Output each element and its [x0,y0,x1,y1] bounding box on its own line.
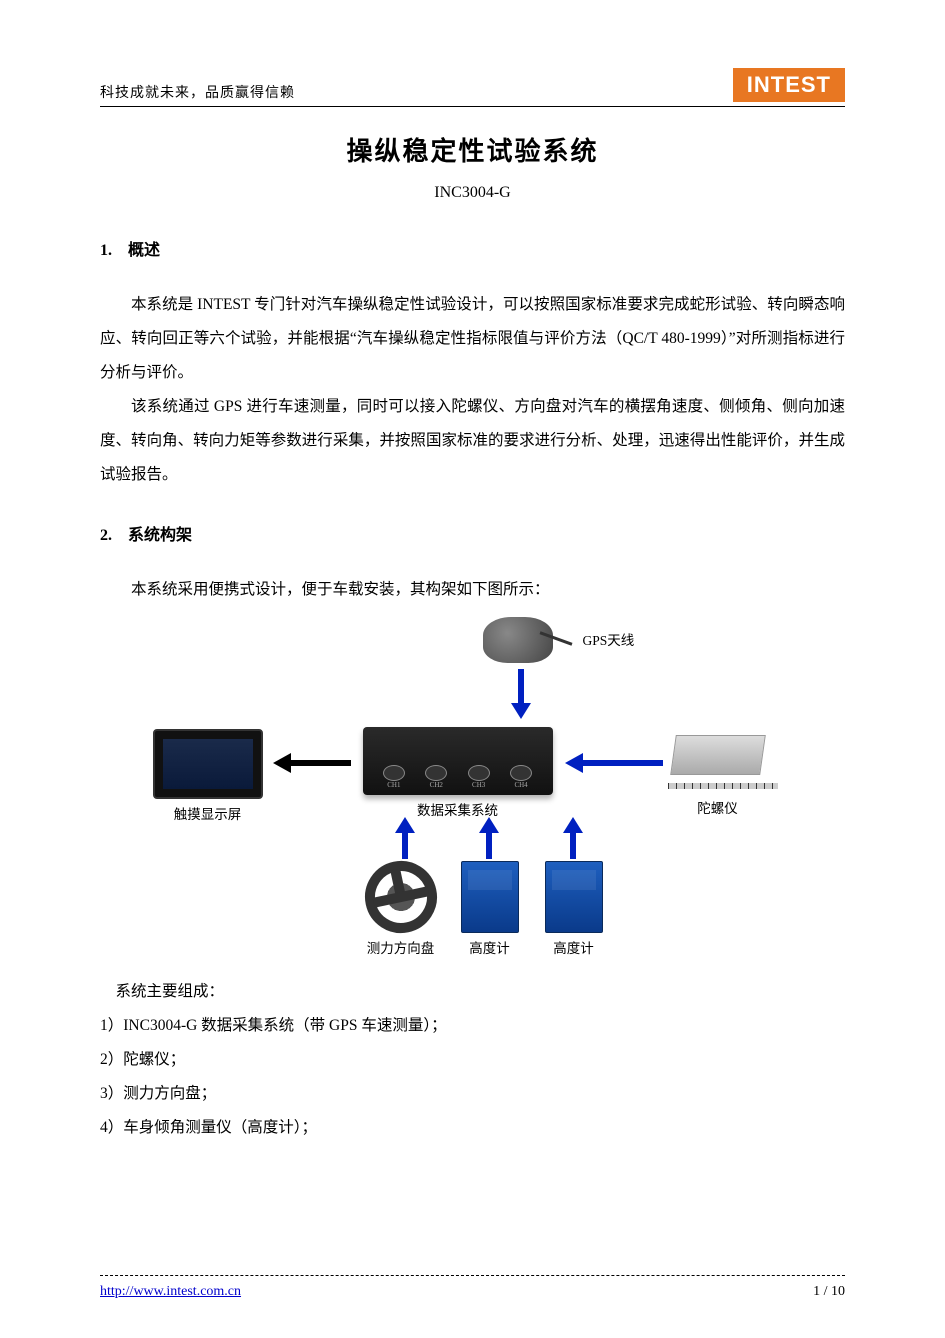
gyroscope-icon [670,735,766,775]
components-heading: 系统主要组成： [100,975,845,1009]
diagram-node-touchscreen: 触摸显示屏 [153,729,263,823]
height-sensor-icon [545,861,603,933]
component-item-4: 4）车身倾角测量仪（高度计）； [100,1111,845,1145]
document-subtitle: INC3004-G [100,184,845,202]
diagram-node-daq: CH1 CH2 CH3 CH4 数据采集系统 [363,727,553,819]
footer-url-link[interactable]: http://www.intest.com.cn [100,1284,241,1300]
arrow-left-icon [271,751,351,775]
diagram-label-daq: 数据采集系统 [363,799,553,819]
architecture-diagram: GPS天线 触摸显示屏 CH1 CH2 CH3 CH4 [153,617,793,957]
diagram-node-gps [483,617,553,663]
diagram-node-height-1: 高度计 [461,861,519,957]
touchscreen-icon [153,729,263,799]
document-page: 科技成就未来，品质赢得信赖 INTEST 操纵稳定性试验系统 INC3004-G… [0,0,945,1338]
arrow-up-icon [393,815,417,859]
arrow-down-icon [509,669,533,721]
document-title: 操纵稳定性试验系统 [100,131,845,168]
diagram-label-gyro: 陀螺仪 [673,797,763,817]
diagram-node-height-2: 高度计 [545,861,603,957]
diagram-label-gps: GPS天线 [583,629,635,649]
diagram-label-height-1: 高度计 [461,937,519,957]
diagram-label-height-2: 高度计 [545,937,603,957]
page-header: 科技成就未来，品质赢得信赖 INTEST [100,68,845,107]
section-1-heading: 1. 概述 [100,236,845,260]
section-2-intro: 本系统采用便携式设计，便于车载安装，其构架如下图所示： [100,573,845,607]
component-item-1: 1）INC3004-G 数据采集系统（带 GPS 车速测量）； [100,1009,845,1043]
section-1-para-2: 该系统通过 GPS 进行车速测量，同时可以接入陀螺仪、方向盘对汽车的横摆角速度、… [100,390,845,492]
arrow-left-icon [563,751,663,775]
diagram-node-gyro: 陀螺仪 [673,735,763,817]
page-number: 1 / 10 [813,1284,845,1300]
section-2-heading: 2. 系统构架 [100,521,845,545]
ruler-icon [668,783,778,789]
steering-wheel-icon [358,854,443,939]
components-list: 1）INC3004-G 数据采集系统（带 GPS 车速测量）； 2）陀螺仪； 3… [100,1009,845,1145]
daq-box-icon: CH1 CH2 CH3 CH4 [363,727,553,795]
height-sensor-icon [461,861,519,933]
page-footer: http://www.intest.com.cn 1 / 10 [100,1284,845,1300]
arrow-up-icon [561,815,585,859]
diagram-node-wheel: 测力方向盘 [365,861,437,957]
gps-antenna-icon [483,617,553,663]
footer-separator [100,1275,845,1276]
component-item-3: 3）测力方向盘； [100,1077,845,1111]
diagram-label-wheel: 测力方向盘 [365,937,437,957]
arrow-up-icon [477,815,501,859]
diagram-label-touchscreen: 触摸显示屏 [153,803,263,823]
brand-logo: INTEST [733,68,845,102]
header-tagline: 科技成就未来，品质赢得信赖 [100,82,295,102]
section-1-para-1: 本系统是 INTEST 专门针对汽车操纵稳定性试验设计，可以按照国家标准要求完成… [100,288,845,390]
component-item-2: 2）陀螺仪； [100,1043,845,1077]
